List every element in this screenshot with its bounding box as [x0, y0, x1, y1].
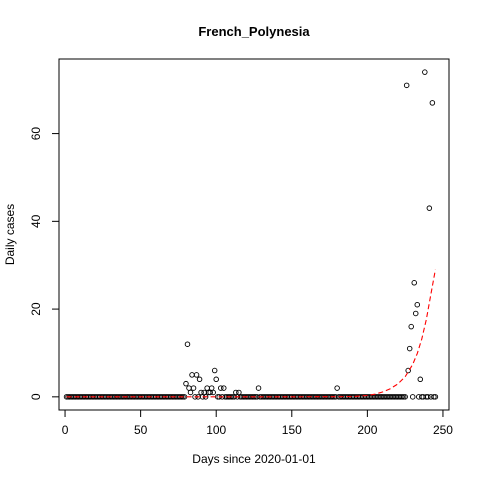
y-axis: 0 20 40 60	[29, 127, 60, 400]
data-point	[409, 394, 416, 400]
data-point	[187, 389, 194, 396]
data-point	[204, 385, 210, 391]
data-point	[334, 385, 340, 391]
data-point	[233, 389, 239, 396]
data-point	[406, 345, 413, 352]
data-point	[412, 310, 419, 317]
data-point	[426, 205, 433, 211]
x-tick-label: 200	[357, 423, 377, 437]
data-point	[411, 280, 417, 286]
plot-area	[63, 69, 439, 400]
data-point	[431, 394, 437, 400]
data-point	[432, 394, 439, 400]
y-tick-label: 20	[29, 302, 43, 316]
data-point	[184, 341, 191, 347]
data-point	[210, 389, 216, 396]
x-tick-label: 150	[282, 423, 302, 437]
x-tick-label: 0	[62, 423, 69, 437]
data-point	[429, 100, 436, 106]
data-point	[186, 385, 192, 391]
data-point	[402, 394, 408, 400]
data-point	[236, 389, 242, 396]
data-point	[213, 376, 219, 383]
data-point	[211, 367, 218, 374]
data-point	[189, 372, 195, 378]
y-tick-label: 40	[29, 214, 43, 228]
data-point	[408, 323, 414, 330]
data-point	[193, 372, 200, 378]
plot-frame	[58, 58, 450, 411]
y-tick-label: 60	[29, 127, 43, 141]
x-axis-label: Days since 2020-01-01	[192, 452, 316, 466]
x-axis: 0 50 100 150 200 250	[62, 409, 453, 437]
data-point	[208, 385, 215, 391]
data-point	[255, 385, 262, 391]
data-point	[400, 394, 407, 400]
data-point	[414, 301, 421, 308]
data-point	[422, 69, 428, 75]
y-axis-label: Daily cases	[3, 204, 17, 265]
data-point	[399, 394, 405, 400]
data-point	[196, 376, 203, 383]
x-tick-label: 50	[134, 423, 148, 437]
chart-title: French_Polynesia	[198, 24, 310, 39]
data-point	[403, 82, 410, 89]
data-point	[198, 389, 204, 396]
x-tick-label: 100	[206, 423, 226, 437]
data-point	[217, 385, 224, 391]
data-point	[221, 385, 227, 391]
y-tick-label: 0	[29, 393, 43, 400]
data-point	[183, 380, 189, 387]
data-point	[201, 389, 207, 396]
data-point	[425, 394, 431, 400]
fit-line	[66, 269, 436, 398]
data-point	[417, 376, 424, 383]
data-point	[190, 385, 197, 391]
x-tick-label: 250	[433, 423, 453, 437]
